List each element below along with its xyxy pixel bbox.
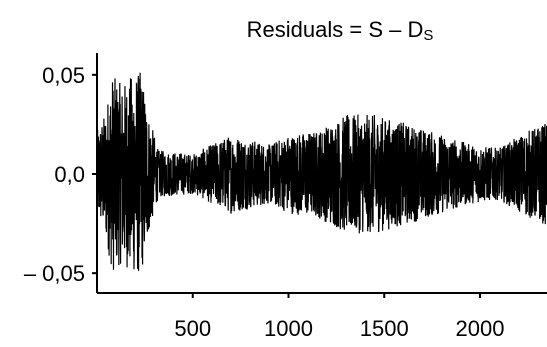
y-tick-label: 0,0: [54, 162, 85, 187]
y-tick-label: 0,05: [42, 63, 85, 88]
chart-title: Residuals = S – DS: [247, 17, 434, 44]
x-tick-label: 1000: [264, 316, 313, 341]
x-tick-label: 2000: [456, 316, 505, 341]
y-tick-label: – 0,05: [24, 261, 85, 286]
x-tick-label: 1500: [360, 316, 409, 341]
x-tick-label: 500: [174, 316, 211, 341]
residuals-series-line: [97, 72, 547, 271]
